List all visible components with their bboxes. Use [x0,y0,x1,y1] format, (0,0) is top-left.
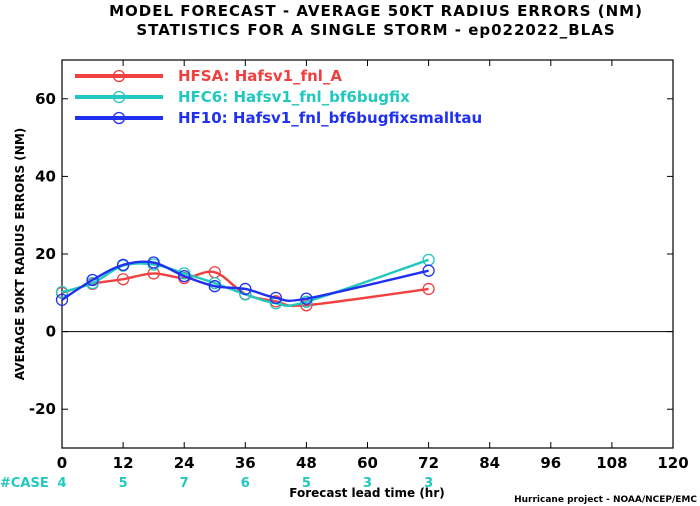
x-tick-label: 36 [235,454,256,472]
x-tick-label: 72 [418,454,439,472]
series-1-point [116,273,130,286]
y-axis-label: AVERAGE 50KT RADIUS ERRORS (NM) [13,128,27,380]
case-count: 5 [119,476,128,491]
series-3-point [422,264,435,277]
case-count: 3 [424,476,433,491]
y-tick-label: 20 [35,245,56,263]
case-label: #CASE [0,476,49,491]
x-tick-label: 60 [357,454,378,472]
chart-subtitle: STATISTICS FOR A SINGLE STORM - ep022022… [136,21,615,39]
legend-marker-2 [112,90,126,104]
x-axis-label: Forecast lead time (hr) [289,486,445,500]
series-2-point [208,276,221,290]
series-2-point [300,295,313,308]
series-3-point [55,293,69,306]
legend-label-1: HFSA: Hafsv1_fnl_A [178,67,342,85]
y-tick-label: 40 [35,167,56,185]
case-count: 7 [180,476,189,491]
series-3-point [86,273,99,287]
series-3-point [300,292,313,305]
legend-marker-3 [112,111,126,125]
legend-marker-1 [112,69,126,83]
series-3-point [208,280,221,293]
series-3-point [269,291,283,304]
series-3-point [178,269,191,283]
series-3-point [239,282,252,296]
case-count: 5 [302,476,311,491]
x-tick-label: 96 [540,454,561,472]
x-tick-label: 0 [57,454,67,472]
x-tick-label: 120 [657,454,688,472]
chart-title: MODEL FORECAST - AVERAGE 50KT RADIUS ERR… [109,2,643,20]
x-tick-label: 24 [174,454,195,472]
y-tick-label: -20 [29,400,56,418]
legend-label-2: HFC6: Hafsv1_fnl_bf6bugfix [178,88,410,106]
y-tick-label: 0 [46,323,56,341]
case-count: 3 [363,476,372,491]
series-1-point [422,282,435,296]
x-tick-label: 108 [596,454,627,472]
x-tick-label: 12 [113,454,134,472]
x-tick-label: 84 [479,454,500,472]
x-tick-label: 48 [296,454,317,472]
series-3-point [147,256,160,269]
case-count: 6 [241,476,250,491]
credit-text: Hurricane project - NOAA/NCEP/EMC [514,495,697,505]
series-2-point [55,285,69,299]
y-tick-label: 60 [35,90,56,108]
series-3-point [116,258,130,272]
legend-label-3: HF10: Hafsv1_fnl_bf6bugfixsmalltau [178,109,482,127]
case-count: 4 [57,476,66,491]
